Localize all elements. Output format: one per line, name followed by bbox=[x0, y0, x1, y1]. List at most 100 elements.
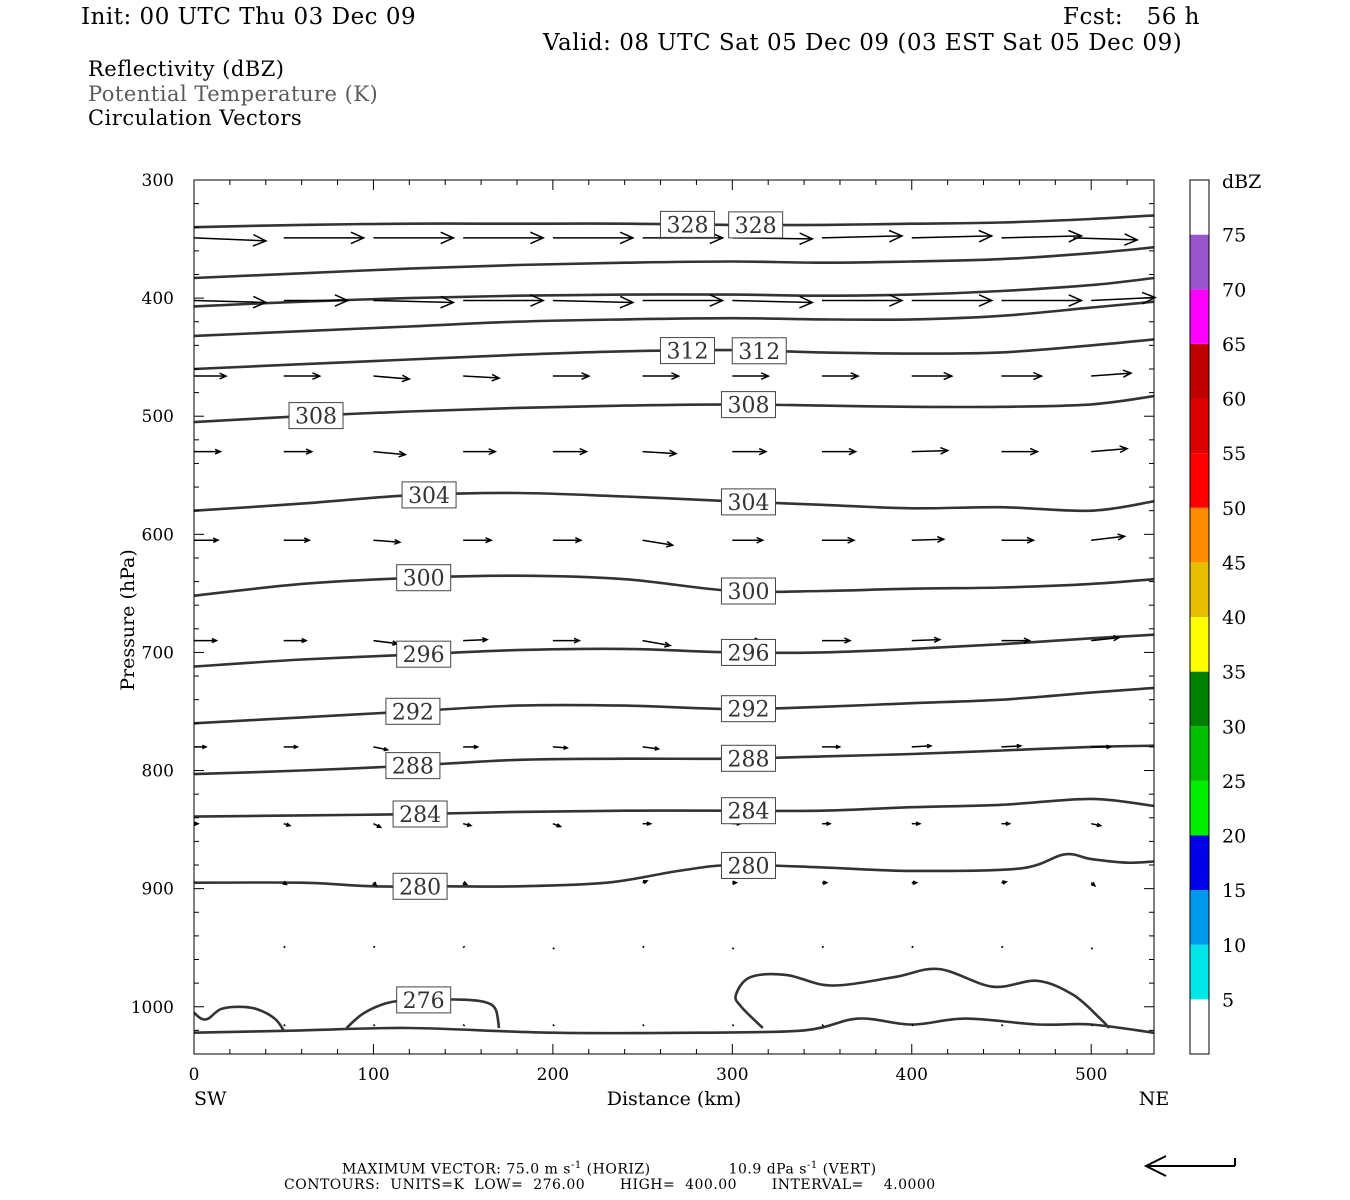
vector-arrow-3-6 bbox=[732, 447, 768, 456]
vector-arrow-4-8 bbox=[911, 535, 946, 543]
theta-contours bbox=[194, 214, 1154, 1035]
svg-text:328: 328 bbox=[735, 214, 777, 239]
vector-arrow-8-4 bbox=[732, 880, 739, 886]
svg-text:312: 312 bbox=[666, 340, 708, 365]
vector-arrow-9-9 bbox=[1090, 947, 1094, 950]
vector-arrow-0-9 bbox=[1001, 229, 1084, 243]
vector-arrow-4-0 bbox=[194, 537, 220, 544]
vector-arrow-1-1 bbox=[283, 294, 350, 307]
theta-contour-300-7 bbox=[194, 574, 1154, 597]
svg-text:300: 300 bbox=[403, 567, 445, 592]
contour-label-280-1: 280 bbox=[720, 851, 776, 879]
vector-arrow-10-8 bbox=[1000, 1023, 1004, 1027]
vector-arrow-5-10 bbox=[1091, 634, 1121, 642]
vector-arrow-5-2 bbox=[373, 639, 400, 646]
vector-arrow-3-2 bbox=[373, 450, 408, 458]
vector-arrow-5-7 bbox=[822, 637, 852, 644]
theta-contour-280-12 bbox=[194, 852, 1154, 888]
vector-arrow-2-4 bbox=[552, 372, 591, 380]
svg-text:292: 292 bbox=[727, 698, 769, 723]
vector-arrow-7-3 bbox=[462, 822, 473, 828]
vector-arrow-7-5 bbox=[642, 821, 653, 826]
vector-arrow-4-7 bbox=[822, 536, 856, 544]
vector-arrow-2-6 bbox=[732, 372, 771, 380]
vector-arrow-5-3 bbox=[463, 637, 489, 643]
circulation-vectors bbox=[193, 229, 1157, 1027]
max-vector-vert-tag: (VERT) bbox=[817, 1161, 877, 1178]
colorbar-label-55: 55 bbox=[1222, 443, 1246, 465]
plot-frame bbox=[193, 179, 1155, 1055]
colorbar-label-10: 10 bbox=[1222, 935, 1246, 957]
vector-arrow-2-5 bbox=[642, 372, 681, 380]
max-vector-note: MAXIMUM VECTOR: 75.0 m s-1 (HORIZ) 10.9 d… bbox=[342, 1158, 877, 1178]
vector-arrow-9-8 bbox=[1000, 945, 1004, 949]
svg-text:328: 328 bbox=[666, 213, 708, 238]
vector-arrow-0-3 bbox=[463, 231, 546, 245]
vector-arrow-10-5 bbox=[731, 1023, 735, 1027]
colorbar-swatch-6 bbox=[1190, 671, 1209, 727]
svg-text:308: 308 bbox=[295, 405, 337, 430]
svg-text:300: 300 bbox=[727, 580, 769, 605]
colorbar-swatch-3 bbox=[1190, 835, 1209, 891]
vector-arrow-8-0 bbox=[282, 880, 288, 886]
contour-label-284-0: 284 bbox=[392, 800, 448, 828]
y-tick-label-500: 500 bbox=[142, 407, 174, 427]
colorbar-label-75: 75 bbox=[1222, 225, 1246, 247]
vector-arrow-2-1 bbox=[283, 372, 322, 380]
svg-text:284: 284 bbox=[727, 800, 769, 825]
field-reflectivity: Reflectivity (dBZ) bbox=[88, 57, 285, 81]
reference-vector-icon bbox=[1143, 1155, 1236, 1177]
x-tick-label-300: 300 bbox=[716, 1065, 748, 1085]
y-tick-label-900: 900 bbox=[142, 880, 174, 900]
vector-arrow-1-2 bbox=[373, 295, 456, 309]
vector-arrow-2-2 bbox=[373, 374, 412, 383]
vector-arrow-9-1 bbox=[372, 945, 376, 949]
colorbar-label-35: 35 bbox=[1222, 662, 1246, 684]
field-potential-temperature: Potential Temperature (K) bbox=[88, 82, 379, 106]
forecast-hour: Fcst: 56 h bbox=[1063, 4, 1200, 30]
vector-arrow-0-7 bbox=[822, 229, 904, 243]
colorbar-label-65: 65 bbox=[1222, 334, 1246, 356]
svg-text:288: 288 bbox=[727, 747, 769, 772]
vector-arrow-4-10 bbox=[1091, 533, 1127, 541]
vector-arrow-1-3 bbox=[463, 294, 546, 307]
y-tick-label-600: 600 bbox=[142, 525, 174, 545]
vector-arrow-8-1 bbox=[372, 881, 378, 887]
vector-arrow-5-4 bbox=[552, 637, 582, 644]
colorbar-swatch-12 bbox=[1190, 343, 1209, 399]
vector-arrow-7-4 bbox=[552, 822, 563, 828]
svg-text:284: 284 bbox=[399, 803, 441, 828]
vector-arrow-7-9 bbox=[1001, 821, 1012, 826]
vector-arrow-10-4 bbox=[642, 1023, 645, 1027]
vector-arrow-6-4 bbox=[552, 745, 569, 751]
contour-label-300-0: 300 bbox=[396, 564, 452, 592]
contour-labels: 328 328 312 312 308 308 304 304 300 300 296 296 292 2… bbox=[288, 210, 787, 1014]
x-tick-label-200: 200 bbox=[537, 1065, 569, 1085]
contour-label-312-0: 312 bbox=[659, 337, 715, 365]
vector-arrow-0-4 bbox=[552, 231, 635, 245]
contour-label-296-0: 296 bbox=[396, 640, 452, 668]
vector-arrow-7-1 bbox=[283, 822, 292, 827]
colorbar-swatch-11 bbox=[1190, 398, 1209, 454]
contour-label-292-1: 292 bbox=[720, 695, 776, 723]
theta-contour-272-16 bbox=[194, 1017, 1154, 1035]
theta-contour-320-3 bbox=[194, 300, 1154, 338]
x-tick-label-500: 500 bbox=[1075, 1065, 1107, 1085]
svg-text:280: 280 bbox=[399, 875, 441, 900]
vector-arrow-10-3 bbox=[552, 1023, 555, 1027]
theta-contour-324-1 bbox=[194, 246, 1154, 280]
x-axis-label: Distance (km) bbox=[607, 1088, 742, 1110]
colorbar-swatch-2 bbox=[1190, 890, 1209, 945]
unit-exponent: -1 bbox=[570, 1160, 582, 1171]
svg-text:288: 288 bbox=[392, 755, 434, 780]
max-vector-horiz: MAXIMUM VECTOR: 75.0 m s bbox=[342, 1161, 571, 1178]
vector-arrow-5-9 bbox=[1001, 637, 1032, 644]
vector-arrow-9-3 bbox=[552, 947, 555, 950]
vector-arrow-2-10 bbox=[1091, 369, 1133, 378]
vector-arrow-4-4 bbox=[552, 537, 583, 544]
vector-arrow-6-3 bbox=[463, 744, 480, 750]
colorbar-title: dBZ bbox=[1222, 171, 1261, 193]
x-tick-label-100: 100 bbox=[357, 1065, 389, 1085]
vector-arrow-4-1 bbox=[283, 537, 312, 544]
vector-arrow-0-2 bbox=[373, 231, 456, 245]
